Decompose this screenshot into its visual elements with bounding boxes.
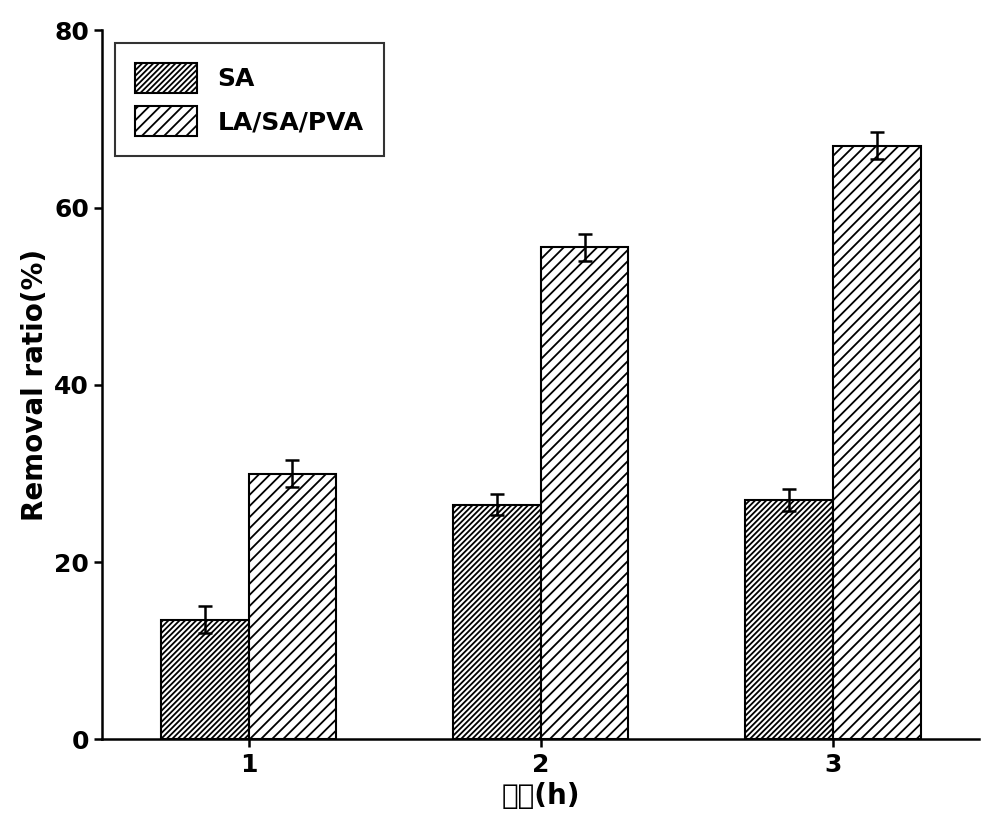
Bar [249, 474, 336, 740]
Bar [745, 500, 833, 740]
Bar [453, 504, 541, 740]
Bar [161, 620, 249, 740]
Y-axis label: Removal ratio(%): Removal ratio(%) [21, 248, 49, 521]
Bar [833, 145, 921, 740]
X-axis label: 时间(h): 时间(h) [502, 782, 580, 810]
Bar [541, 248, 628, 740]
Legend: SA, LA/SA/PVA: SA, LA/SA/PVA [115, 43, 384, 156]
